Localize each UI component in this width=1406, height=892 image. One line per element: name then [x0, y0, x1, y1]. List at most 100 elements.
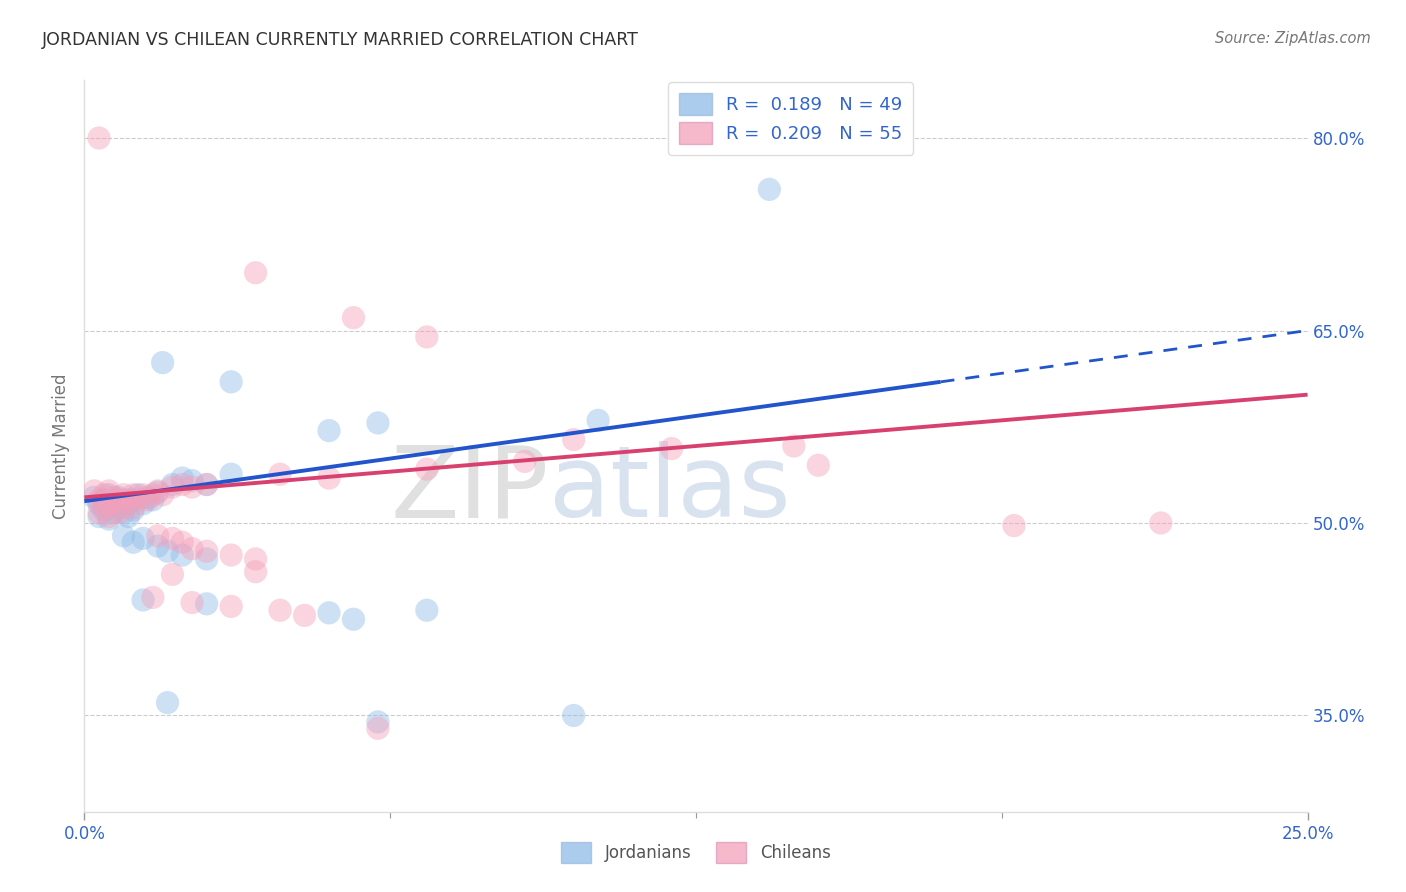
Point	[117, 497, 139, 511]
Point	[181, 541, 204, 556]
Point	[156, 544, 179, 558]
Point	[107, 492, 129, 507]
Point	[172, 477, 194, 491]
Point	[162, 532, 184, 546]
Point	[87, 497, 110, 511]
Point	[83, 491, 105, 505]
Point	[318, 471, 340, 485]
Point	[162, 567, 184, 582]
Point	[152, 355, 174, 369]
Point	[93, 503, 115, 517]
Point	[156, 696, 179, 710]
Point	[416, 603, 439, 617]
Point	[107, 506, 129, 520]
Point	[117, 509, 139, 524]
Point	[83, 483, 105, 498]
Point	[112, 488, 135, 502]
Text: JORDANIAN VS CHILEAN CURRENTLY MARRIED CORRELATION CHART: JORDANIAN VS CHILEAN CURRENTLY MARRIED C…	[42, 31, 640, 49]
Point	[269, 467, 291, 482]
Point	[146, 529, 169, 543]
Point	[219, 599, 242, 614]
Point	[562, 708, 585, 723]
Point	[562, 433, 585, 447]
Point	[162, 477, 184, 491]
Point	[172, 548, 194, 562]
Point	[146, 483, 169, 498]
Point	[195, 552, 218, 566]
Point	[195, 477, 218, 491]
Point	[93, 500, 115, 515]
Point	[367, 721, 389, 735]
Point	[342, 612, 364, 626]
Legend: Jordanians, Chileans: Jordanians, Chileans	[554, 836, 838, 869]
Point	[245, 565, 267, 579]
Point	[181, 596, 204, 610]
Point	[103, 506, 125, 520]
Point	[152, 488, 174, 502]
Point	[294, 608, 316, 623]
Point	[181, 474, 204, 488]
Point	[318, 606, 340, 620]
Point	[122, 503, 145, 517]
Point	[513, 454, 536, 468]
Point	[132, 488, 155, 502]
Point	[127, 492, 149, 507]
Point	[245, 552, 267, 566]
Point	[107, 500, 129, 515]
Point	[318, 424, 340, 438]
Point	[136, 492, 159, 507]
Point	[1150, 516, 1173, 530]
Point	[97, 512, 120, 526]
Point	[132, 532, 155, 546]
Point	[807, 458, 830, 473]
Point	[142, 488, 165, 502]
Point	[122, 500, 145, 515]
Point	[416, 330, 439, 344]
Point	[87, 492, 110, 507]
Point	[1002, 518, 1025, 533]
Point	[103, 491, 125, 505]
Point	[87, 131, 110, 145]
Point	[783, 439, 806, 453]
Point	[367, 416, 389, 430]
Point	[416, 462, 439, 476]
Point	[117, 492, 139, 507]
Point	[122, 535, 145, 549]
Text: atlas: atlas	[550, 442, 790, 539]
Text: ZIP: ZIP	[391, 442, 550, 539]
Point	[97, 497, 120, 511]
Point	[97, 500, 120, 515]
Point	[195, 544, 218, 558]
Point	[142, 492, 165, 507]
Point	[107, 491, 129, 505]
Point	[219, 548, 242, 562]
Point	[219, 467, 242, 482]
Point	[661, 442, 683, 456]
Point	[342, 310, 364, 325]
Point	[132, 593, 155, 607]
Point	[172, 471, 194, 485]
Text: Source: ZipAtlas.com: Source: ZipAtlas.com	[1215, 31, 1371, 46]
Point	[127, 488, 149, 502]
Point	[181, 480, 204, 494]
Point	[103, 495, 125, 509]
Point	[122, 488, 145, 502]
Point	[146, 539, 169, 553]
Point	[132, 497, 155, 511]
Point	[97, 488, 120, 502]
Point	[172, 535, 194, 549]
Point	[112, 506, 135, 520]
Point	[97, 509, 120, 524]
Point	[97, 483, 120, 498]
Point	[367, 714, 389, 729]
Point	[112, 500, 135, 515]
Point	[269, 603, 291, 617]
Point	[112, 492, 135, 507]
Point	[146, 485, 169, 500]
Point	[93, 488, 115, 502]
Point	[219, 375, 242, 389]
Point	[142, 591, 165, 605]
Point	[122, 492, 145, 507]
Point	[586, 413, 609, 427]
Point	[93, 492, 115, 507]
